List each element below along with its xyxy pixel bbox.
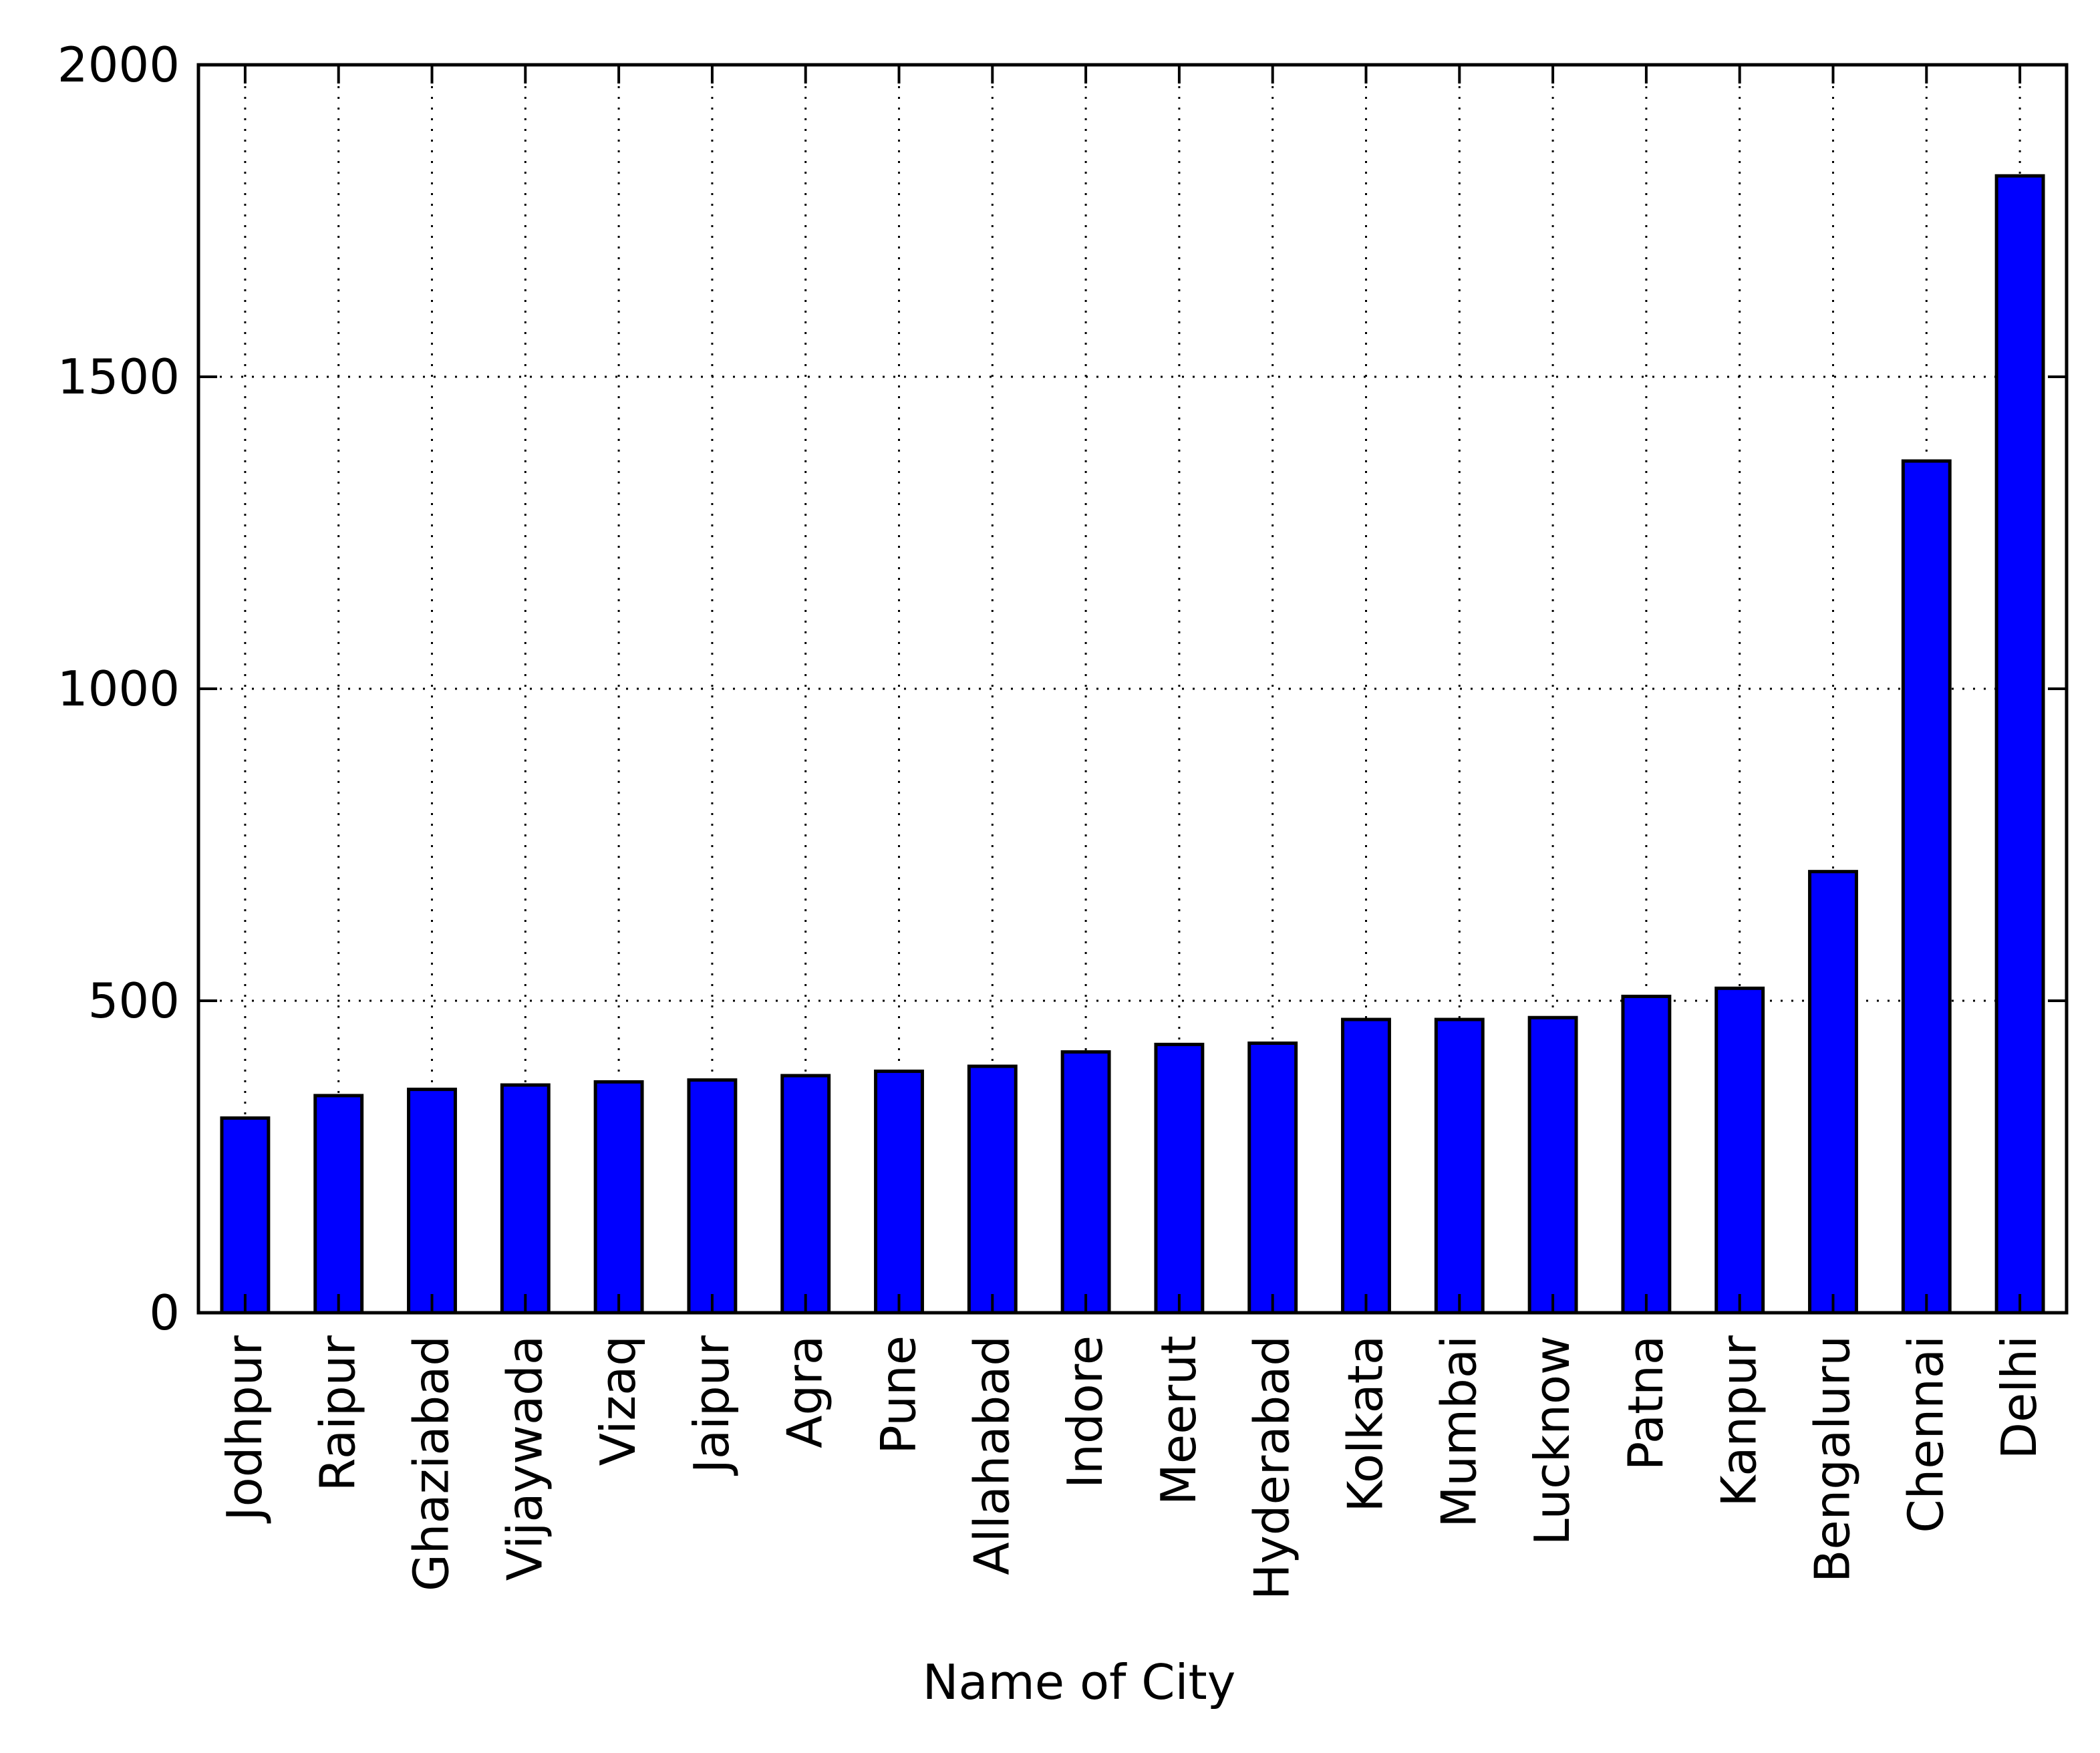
x-tick-label: Kanpur	[1711, 1335, 1767, 1507]
x-tick-label: Kolkata	[1338, 1335, 1394, 1512]
x-tick-label: Bengaluru	[1805, 1335, 1861, 1583]
bar-indore	[1060, 1050, 1111, 1315]
x-tick-label: Ghaziabad	[404, 1335, 460, 1591]
x-tick-label: Delhi	[1991, 1335, 2047, 1459]
bar-ghaziabad	[407, 1088, 457, 1315]
y-tick-label: 1500	[57, 349, 180, 405]
y-tick-label: 500	[88, 973, 180, 1029]
x-tick-label: Vizaq	[590, 1335, 646, 1466]
x-tick-label: Meerut	[1151, 1335, 1207, 1505]
bars	[220, 174, 2045, 1315]
x-axis-label: Name of City	[923, 1654, 1236, 1710]
x-tick-label: Indore	[1057, 1335, 1113, 1488]
bar-jaipur	[687, 1078, 738, 1315]
x-tick-label: Hyderabad	[1244, 1335, 1300, 1600]
x-tick-label: Jaipur	[684, 1335, 740, 1476]
grid-lines	[198, 65, 2067, 1313]
x-tick-label: Raipur	[310, 1335, 366, 1492]
x-tick-label: Chennai	[1898, 1335, 1954, 1533]
bar-delhi	[1994, 174, 2045, 1315]
y-tick-labels: 0 500 1000 1500 2000	[57, 37, 180, 1341]
x-tick-label: Patna	[1618, 1335, 1674, 1470]
bar-bengaluru	[1808, 870, 1858, 1315]
plot-frame	[196, 63, 2069, 1315]
x-tick-label: Mumbai	[1431, 1335, 1487, 1528]
bar-vizaq	[593, 1080, 644, 1315]
x-tick-labels: Jodhpur Raipur Ghaziabad Vijaywada Vizaq Jaip…	[216, 1335, 2047, 1600]
x-tick-label: Jodhpur	[216, 1335, 273, 1524]
bar-patna	[1621, 994, 1672, 1315]
bar-pune	[874, 1070, 924, 1315]
y-tick-label: 1000	[57, 661, 180, 717]
x-tick-label: Allahabad	[963, 1335, 1020, 1575]
x-tick-label: Pune	[871, 1335, 927, 1454]
bar-kolkata	[1341, 1017, 1391, 1315]
x-tick-label: Agra	[777, 1335, 833, 1448]
tick-marks	[198, 63, 2067, 1314]
y-tick-label: 0	[149, 1285, 180, 1341]
bar-jodhpur	[220, 1116, 271, 1315]
bar-agra	[780, 1074, 831, 1315]
x-tick-label: Vijaywada	[496, 1335, 553, 1581]
bar-hyderabad	[1247, 1042, 1298, 1315]
bar-meerut	[1154, 1042, 1205, 1315]
bar-lucknow	[1527, 1015, 1578, 1315]
bar-mumbai	[1434, 1017, 1485, 1315]
y-tick-label: 2000	[57, 37, 180, 93]
x-tick-label: Lucknow	[1524, 1335, 1580, 1545]
bar-kanpur	[1714, 986, 1765, 1315]
bar-raipur	[313, 1094, 364, 1315]
bar-allahabad	[967, 1064, 1018, 1315]
bar-chennai	[1901, 459, 1952, 1315]
bar-vijaywada	[500, 1083, 551, 1315]
